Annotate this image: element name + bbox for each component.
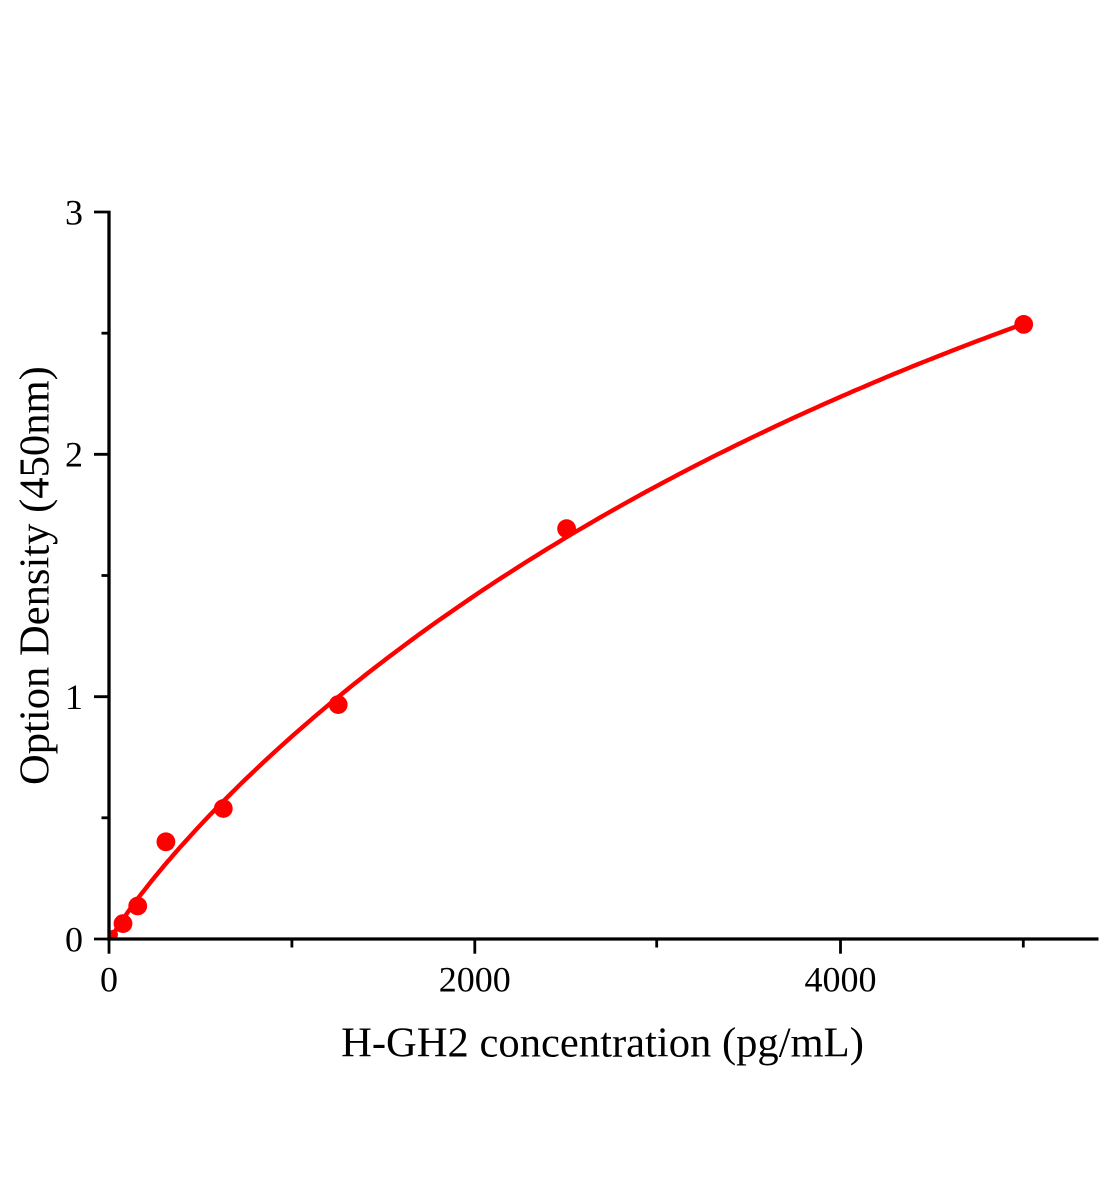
svg-text:4000: 4000	[805, 960, 877, 1000]
svg-text:0: 0	[100, 960, 118, 1000]
svg-text:H-GH2 concentration (pg/mL): H-GH2 concentration (pg/mL)	[341, 1020, 864, 1067]
svg-text:2000: 2000	[439, 960, 511, 1000]
svg-text:Option Density (450nm): Option Density (450nm)	[12, 366, 59, 785]
svg-text:3: 3	[65, 192, 83, 232]
svg-text:0: 0	[65, 919, 83, 959]
svg-text:2: 2	[65, 435, 83, 475]
svg-text:1: 1	[65, 677, 83, 717]
